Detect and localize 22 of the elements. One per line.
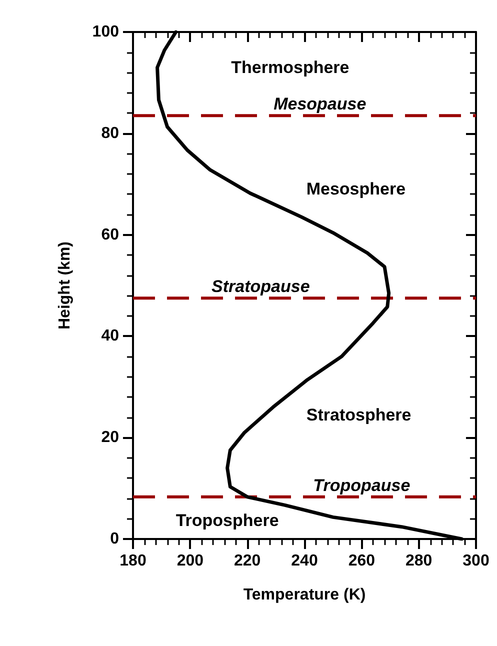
y-tick-label: 60 xyxy=(101,226,120,244)
ref-line-label: Mesopause xyxy=(274,94,366,114)
y-tick-label: 20 xyxy=(101,429,120,446)
x-tick-label: 240 xyxy=(291,552,318,570)
ref-line-label: Tropopause xyxy=(313,476,410,495)
x-tick-label: 300 xyxy=(462,552,490,570)
y-tick-label: 80 xyxy=(101,124,120,142)
x-tick-label: 280 xyxy=(405,552,432,570)
x-axis-title: Temperature (K) xyxy=(243,586,366,604)
y-tick-label: 0 xyxy=(110,530,120,548)
ref-line-label: Stratopause xyxy=(212,277,310,296)
x-tick-label: 200 xyxy=(176,552,204,570)
annotation: Thermosphere xyxy=(231,58,350,77)
y-tick-label: 40 xyxy=(101,328,120,345)
annotation: Stratosphere xyxy=(306,405,412,424)
annotation: Troposphere xyxy=(176,511,279,530)
y-tick-label: 100 xyxy=(92,24,120,40)
annotation: Mesosphere xyxy=(306,180,406,199)
y-axis-title: Height (km) xyxy=(56,242,74,330)
x-tick-label: 180 xyxy=(120,552,146,570)
x-tick-label: 260 xyxy=(348,552,376,570)
x-tick-label: 220 xyxy=(234,552,261,570)
